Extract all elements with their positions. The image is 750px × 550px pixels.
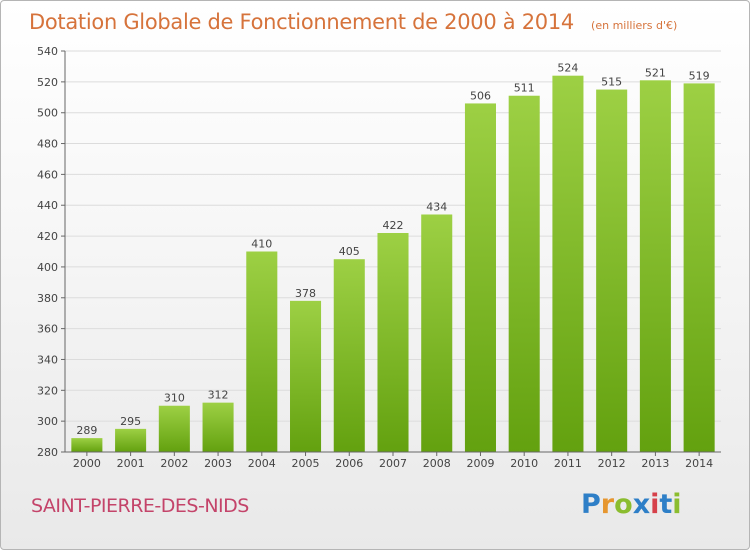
bar-2013 [639,80,671,453]
logo-letter: P [581,489,601,520]
x-tick-label: 2001 [117,457,145,470]
bar-value-label: 310 [164,392,185,405]
logo-letter: i [650,489,660,520]
y-tick-label: 500 [37,107,58,120]
y-tick-label: 440 [37,199,58,212]
logo-letter: x [632,489,651,520]
bar-2012 [596,89,628,453]
bars: 289 295 310 312 410 378 405 422 434 506 511 524 515 5… [71,62,715,453]
title-row: Dotation Globale de Fonctionnement de 20… [29,10,677,34]
bar-value-label: 378 [295,287,316,300]
bar-value-label: 515 [601,76,622,89]
bar-value-label: 434 [426,200,447,213]
x-tick-label: 2008 [423,457,451,470]
logo-letter: r [600,489,615,520]
y-tick-label: 400 [37,261,58,274]
y-tick-label: 460 [37,168,58,181]
x-tick-label: 2012 [598,457,626,470]
bar-2011 [552,75,584,452]
x-axis: 2000 2001 2002 2003 2004 2005 2006 2007 2008 2009… [65,451,721,470]
bar-value-label: 524 [557,62,578,75]
y-tick-label: 300 [37,415,58,428]
bar-value-label: 405 [339,245,360,258]
x-tick-label: 2011 [554,457,582,470]
bar-2002 [158,405,190,452]
location-name: SAINT-PIERRE-DES-NIDS [31,495,249,517]
bar-value-label: 422 [383,219,404,232]
bar-2009 [464,103,496,452]
proxiti-logo: Proxiti [581,489,682,520]
x-tick-label: 2002 [160,457,188,470]
logo-letter: t [659,489,673,520]
x-tick-label: 2006 [335,457,363,470]
chart-title: Dotation Globale de Fonctionnement de 20… [29,10,574,34]
bar-value-label: 312 [208,389,229,402]
x-tick-label: 2007 [379,457,407,470]
bar-2001 [115,428,147,452]
bar-2010 [508,95,540,452]
bar-2003 [202,402,234,452]
bar-value-label: 511 [514,82,535,95]
logo-letter: o [614,489,633,520]
bar-value-label: 295 [120,415,141,428]
x-tick-label: 2003 [204,457,232,470]
y-tick-label: 420 [37,230,58,243]
y-tick-label: 340 [37,353,58,366]
x-tick-label: 2010 [510,457,538,470]
x-tick-label: 2014 [685,457,713,470]
y-tick-label: 480 [37,138,58,151]
bar-value-label: 506 [470,89,491,102]
chart-unit: (en milliers d'€) [591,19,678,32]
x-tick-label: 2005 [292,457,320,470]
y-tick-label: 540 [37,45,58,58]
x-tick-label: 2009 [466,457,494,470]
y-tick-label: 520 [37,76,58,89]
bar-2008 [421,214,453,452]
x-tick-label: 2000 [73,457,101,470]
bar-value-label: 410 [251,238,272,251]
bar-2006 [333,259,365,452]
bar-value-label: 289 [76,424,97,437]
x-tick-label: 2013 [641,457,669,470]
bar-value-label: 519 [689,69,710,82]
bar-2004 [246,251,278,452]
y-tick-label: 320 [37,384,58,397]
y-tick-label: 280 [37,446,58,459]
logo-letter: i [672,489,682,520]
x-tick-label: 2004 [248,457,276,470]
y-tick-label: 380 [37,292,58,305]
bar-2000 [71,438,103,452]
bar-2007 [377,232,409,452]
bar-value-label: 521 [645,66,666,79]
bar-2005 [290,300,322,452]
y-tick-label: 360 [37,323,58,336]
bar-2014 [683,83,715,452]
y-axis: 280 300 320 340 360 380 400 420 440 460 480 500 520 5… [37,45,66,459]
